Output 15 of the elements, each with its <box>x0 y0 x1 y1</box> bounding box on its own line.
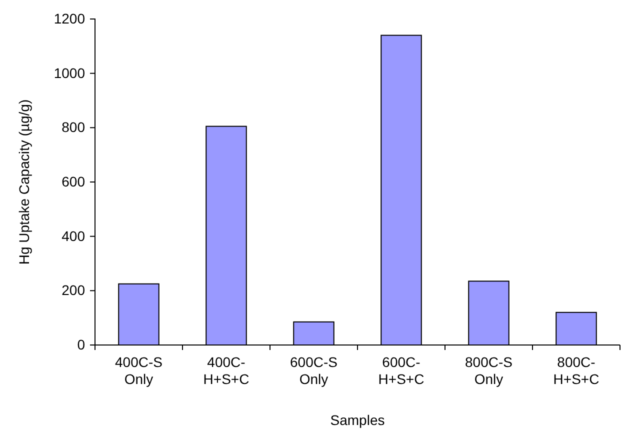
x-tick-label: 600C-H+S+C <box>378 354 424 387</box>
x-axis-title: Samples <box>330 412 385 428</box>
x-tick-label: 400C-H+S+C <box>203 354 250 387</box>
y-tick-label: 200 <box>62 282 86 298</box>
y-tick-label: 1000 <box>54 64 86 81</box>
y-tick-label: 600 <box>62 173 86 190</box>
x-tick-label: 800C-S Only <box>465 354 512 387</box>
y-axis-title: Hg Uptake Capacity (µg/g) <box>16 99 32 265</box>
x-tick-label: 600C-S Only <box>290 354 338 387</box>
y-tick-label: 800 <box>62 119 86 136</box>
x-tick-label: 400C-S Only <box>115 354 162 387</box>
y-tick-label: 400 <box>62 228 86 244</box>
x-tick-label: 800C-H+S+C <box>553 354 600 387</box>
y-tick-label: 0 <box>77 336 86 352</box>
y-tick-label: 1200 <box>54 10 86 26</box>
